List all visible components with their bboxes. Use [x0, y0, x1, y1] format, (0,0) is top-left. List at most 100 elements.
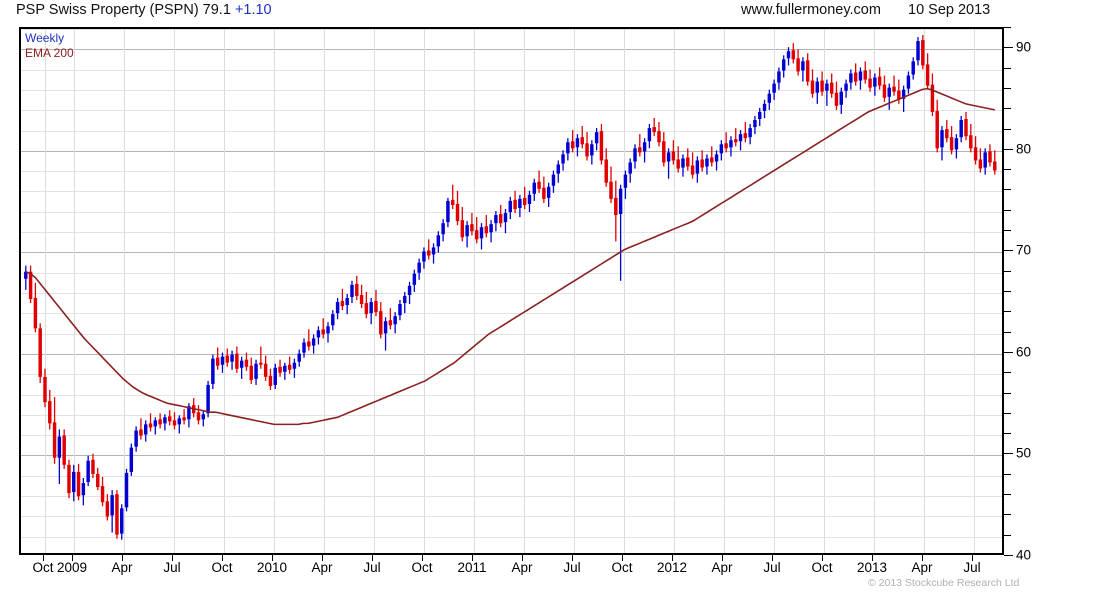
candle-body-down: [829, 82, 834, 94]
grid-line-major: [21, 354, 1002, 355]
candle-body-up: [940, 130, 944, 148]
y-axis-tick: [1004, 352, 1013, 353]
x-axis-tick: [372, 555, 373, 561]
candle-body-up: [489, 224, 493, 233]
grid-line-vertical: [174, 29, 175, 553]
candle-body-up: [647, 128, 652, 142]
candle-body-up: [220, 356, 225, 365]
candle-body-up: [901, 89, 906, 99]
candle-body-up: [729, 140, 733, 148]
candle-body-down: [498, 214, 503, 224]
candle-body-down: [964, 119, 968, 137]
candle-body-down: [182, 417, 186, 421]
candle-body-up: [633, 148, 637, 162]
x-axis-label: 2013: [856, 560, 888, 575]
candle-body-down: [263, 363, 268, 377]
candle-body-up: [331, 314, 335, 326]
candle-body-down: [724, 143, 728, 149]
candle-body-down: [710, 157, 714, 163]
x-axis-label: Oct: [811, 560, 833, 575]
grid-line-vertical: [374, 29, 375, 553]
candle-body-down: [67, 464, 71, 494]
copyright-notice: © 2013 Stockcube Research Ltd: [868, 577, 1020, 589]
candle-body-up: [786, 51, 791, 59]
candle-body-down: [638, 147, 642, 153]
x-axis-tick: [722, 555, 723, 561]
candle-body-up: [839, 91, 843, 105]
x-axis-tick: [272, 555, 273, 561]
grid-line-minor: [21, 273, 1002, 274]
candle-body-down: [810, 80, 815, 94]
grid-line-minor: [21, 232, 1002, 233]
y-axis-tick: [1004, 514, 1011, 515]
candle-body-up: [72, 471, 76, 493]
x-axis-label: 2011: [457, 560, 487, 575]
grid-line-vertical: [824, 29, 825, 553]
candle-body-down: [359, 294, 364, 305]
grid-line-vertical: [724, 29, 725, 553]
candle-body-down: [100, 486, 105, 503]
y-axis-tick: [1004, 47, 1013, 48]
y-axis-tick: [1004, 413, 1011, 414]
candle-body-down: [513, 199, 517, 210]
grid-line-vertical: [774, 29, 775, 553]
x-axis-label: 2009: [56, 560, 88, 575]
candle-body-up: [422, 251, 426, 262]
candle-body-up: [518, 198, 522, 208]
candle-body-down: [599, 131, 604, 161]
y-axis-tick: [1004, 393, 1011, 394]
candle-body-down: [868, 78, 872, 88]
candle-body-up: [350, 284, 354, 297]
grid-line-major: [21, 252, 1002, 253]
grid-lines: [21, 29, 1002, 553]
grid-line-minor: [21, 435, 1002, 436]
grid-line-vertical: [424, 29, 425, 553]
grid-line-vertical: [924, 29, 925, 553]
candle-body-down: [48, 401, 52, 424]
x-axis-label: Oct: [211, 560, 233, 575]
grid-line-minor: [21, 131, 1002, 132]
y-axis-tick: [1004, 129, 1011, 130]
x-axis-label: Jul: [963, 560, 981, 575]
candle-body-up: [546, 186, 551, 198]
candle-body-down: [450, 199, 455, 205]
y-axis-tick: [1004, 88, 1011, 89]
candle-body-down: [249, 365, 253, 380]
candle-body-down: [820, 80, 824, 92]
candle-body-down: [969, 135, 973, 149]
candle-body-down: [38, 328, 42, 377]
x-axis-label: 2010: [256, 560, 288, 575]
x-axis-label: Apr: [111, 560, 133, 575]
x-axis-tick: [422, 555, 423, 561]
candle-body-up: [887, 87, 891, 97]
candle-body-down: [340, 301, 345, 307]
candle-body-up: [858, 71, 863, 81]
x-axis-label: Jul: [163, 560, 181, 575]
candle-body-up: [748, 128, 752, 138]
x-axis-tick: [72, 555, 73, 561]
candle-body-up: [556, 164, 560, 174]
candle-body-down: [167, 416, 172, 422]
candle-body-up: [206, 384, 210, 414]
candle-body-up: [187, 406, 191, 420]
plot-area[interactable]: Weekly EMA 200: [19, 27, 1004, 555]
candle-body-down: [484, 226, 489, 234]
candle-body-down: [897, 90, 901, 100]
candle-body-up: [153, 420, 158, 427]
candle-body-down: [700, 159, 704, 168]
candle-body-down: [96, 473, 100, 488]
x-axis-tick: [672, 555, 673, 561]
grid-line-minor: [21, 395, 1002, 396]
grid-line-minor: [21, 415, 1002, 416]
grid-line-major: [21, 151, 1002, 152]
grid-line-minor: [21, 110, 1002, 111]
candle-body-up: [316, 330, 321, 338]
candle-body-down: [244, 359, 249, 367]
candle-body-down: [91, 459, 95, 474]
candle-body-up: [873, 77, 877, 87]
candle-body-up: [163, 417, 167, 424]
candle-body-down: [427, 250, 431, 256]
candle-body-up: [393, 316, 397, 325]
candle-body-up: [345, 297, 349, 306]
